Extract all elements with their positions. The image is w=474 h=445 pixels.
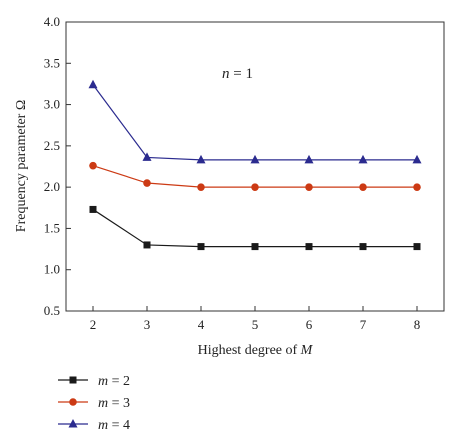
legend-marker xyxy=(69,376,77,384)
legend-item: m = 2 xyxy=(58,374,130,389)
axis-ticks: 2 3 4 5 6 7 8 0.5 1.0 1.5 2.0 2.5 3.0 3.5 4.0 xyxy=(44,14,421,332)
x-tick-label: 8 xyxy=(414,317,421,332)
x-axis-label-italic: M xyxy=(300,343,314,358)
data-point xyxy=(305,243,313,251)
y-tick-label: 1.5 xyxy=(44,220,60,235)
series-line xyxy=(92,84,417,161)
legend-item: m = 4 xyxy=(58,418,130,433)
data-point xyxy=(304,154,314,164)
series-1 xyxy=(89,205,421,251)
data-point xyxy=(142,152,152,161)
legend-item: m = 3 xyxy=(58,396,130,411)
data-point xyxy=(143,179,151,187)
data-point xyxy=(305,183,313,191)
y-tick-label: 4.0 xyxy=(44,14,60,29)
series-3 xyxy=(88,79,422,164)
n-annotation-rest: = 1 xyxy=(230,66,253,82)
y-tick-label: 1.0 xyxy=(44,262,60,277)
data-point xyxy=(89,205,97,213)
x-tick-label: 6 xyxy=(306,317,313,332)
x-tick-label: 7 xyxy=(360,317,367,332)
n-annotation: n = 1 xyxy=(222,66,253,82)
y-tick-label: 0.5 xyxy=(44,303,60,318)
legend: m = 2 m = 3 m = 4 xyxy=(58,374,130,433)
data-point xyxy=(413,183,421,191)
data-point xyxy=(251,183,259,191)
series-2 xyxy=(89,161,421,191)
legend-label: m = 4 xyxy=(98,418,130,433)
x-tick-label: 3 xyxy=(144,317,151,332)
data-point xyxy=(88,79,98,89)
data-point xyxy=(197,243,205,251)
legend-label: m = 3 xyxy=(98,396,130,411)
y-tick-label: 3.0 xyxy=(44,97,60,112)
y-tick-label: 2.5 xyxy=(44,138,60,153)
x-tick-label: 5 xyxy=(252,317,259,332)
y-tick-label: 2.0 xyxy=(44,179,60,194)
x-axis-label: Highest degree of M xyxy=(198,343,314,358)
legend-marker xyxy=(69,398,77,406)
y-tick-label: 3.5 xyxy=(44,55,60,70)
series-line xyxy=(92,208,417,248)
n-annotation-italic: n xyxy=(222,66,230,82)
x-tick-label: 2 xyxy=(90,317,97,332)
legend-marker xyxy=(68,419,78,428)
data-point xyxy=(359,243,367,251)
x-tick-label: 4 xyxy=(198,317,205,332)
data-point xyxy=(89,161,97,170)
y-axis-label: Frequency parameter Ω xyxy=(14,100,29,232)
data-point xyxy=(143,241,151,249)
data-point xyxy=(412,154,422,164)
data-point xyxy=(413,243,421,251)
data-point xyxy=(196,154,206,164)
plot-frame xyxy=(65,21,445,312)
data-point xyxy=(197,183,205,191)
legend-label: m = 2 xyxy=(98,374,130,389)
series-layer xyxy=(88,79,422,251)
data-point xyxy=(251,243,259,251)
data-point xyxy=(359,183,367,191)
data-point xyxy=(250,154,260,164)
data-point xyxy=(358,154,368,164)
x-axis-label-text: Highest degree of xyxy=(198,343,301,358)
